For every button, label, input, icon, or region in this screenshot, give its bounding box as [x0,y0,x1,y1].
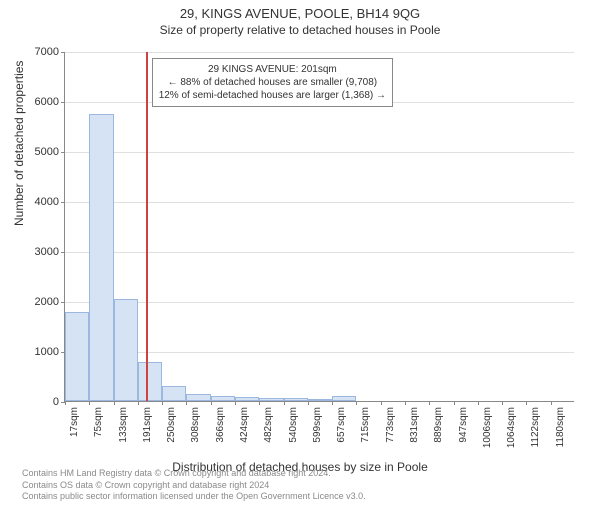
gridline [65,352,574,353]
gridline [65,252,574,253]
ytick-mark [61,302,65,303]
xtick-label: 75sqm [93,407,104,437]
footer-line: Contains public sector information licen… [22,491,366,502]
annotation-line: 29 KINGS AVENUE: 201sqm [159,63,386,76]
xtick-label: 366sqm [215,407,226,443]
gridline [65,52,574,53]
ytick-mark [61,102,65,103]
xtick-label: 308sqm [190,407,201,443]
chart-container: 29, KINGS AVENUE, POOLE, BH14 9QG Size o… [0,6,600,506]
xtick-label: 482sqm [263,407,274,443]
xtick-mark [162,401,163,405]
histogram-bar [65,312,89,401]
xtick-mark [65,401,66,405]
gridline [65,152,574,153]
histogram-bar [89,114,113,402]
ytick-label: 3000 [35,246,59,258]
histogram-bar [211,396,235,401]
chart-title-sub: Size of property relative to detached ho… [0,23,600,37]
y-axis-label: Number of detached properties [12,61,26,226]
xtick-label: 250sqm [166,407,177,443]
xtick-label: 715sqm [360,407,371,443]
histogram-bar [308,399,332,402]
ytick-mark [61,152,65,153]
xtick-label: 1006sqm [482,407,493,448]
histogram-bar [186,394,210,401]
ytick-label: 1000 [35,346,59,358]
xtick-label: 773sqm [385,407,396,443]
xtick-mark [332,401,333,405]
ytick-label: 0 [53,396,59,408]
ytick-mark [61,202,65,203]
xtick-mark [381,401,382,405]
ytick-mark [61,52,65,53]
chart-title-main: 29, KINGS AVENUE, POOLE, BH14 9QG [0,6,600,21]
xtick-label: 191sqm [142,407,153,443]
xtick-label: 1122sqm [530,407,541,447]
ytick-label: 4000 [35,196,59,208]
xtick-mark [478,401,479,405]
xtick-label: 133sqm [118,407,129,443]
xtick-label: 1064sqm [506,407,517,448]
xtick-mark [235,401,236,405]
gridline [65,202,574,203]
xtick-mark [259,401,260,405]
footer-line: Contains OS data © Crown copyright and d… [22,480,366,491]
ytick-label: 5000 [35,146,59,158]
footer-attribution: Contains HM Land Registry data © Crown c… [22,468,366,502]
ytick-label: 6000 [35,96,59,108]
histogram-bar [114,299,138,402]
xtick-label: 599sqm [312,407,323,443]
histogram-bar [259,398,283,402]
xtick-label: 657sqm [336,407,347,443]
xtick-label: 831sqm [409,407,420,443]
xtick-mark [284,401,285,405]
histogram-bar [235,397,259,401]
xtick-label: 1180sqm [555,407,566,447]
footer-line: Contains HM Land Registry data © Crown c… [22,468,366,479]
xtick-label: 17sqm [69,407,80,437]
xtick-mark [211,401,212,405]
chart-area: 0100020003000400050006000700017sqm75sqm1… [64,52,574,402]
xtick-mark [89,401,90,405]
histogram-bar [162,386,186,402]
xtick-label: 424sqm [239,407,250,443]
xtick-mark [526,401,527,405]
xtick-mark [502,401,503,405]
xtick-mark [138,401,139,405]
xtick-mark [356,401,357,405]
ytick-label: 7000 [35,46,59,58]
ytick-mark [61,252,65,253]
xtick-label: 947sqm [458,407,469,443]
annotation-line: ← 88% of detached houses are smaller (9,… [159,76,386,89]
histogram-bar [138,362,162,402]
xtick-mark [308,401,309,405]
xtick-mark [551,401,552,405]
annotation-line: 12% of semi-detached houses are larger (… [159,89,386,102]
plot-area: 0100020003000400050006000700017sqm75sqm1… [64,52,574,402]
xtick-mark [429,401,430,405]
xtick-mark [405,401,406,405]
xtick-label: 540sqm [288,407,299,443]
ytick-label: 2000 [35,296,59,308]
xtick-mark [186,401,187,405]
histogram-bar [284,398,308,401]
annotation-box: 29 KINGS AVENUE: 201sqm← 88% of detached… [152,58,393,107]
xtick-mark [114,401,115,405]
xtick-mark [454,401,455,405]
xtick-label: 889sqm [433,407,444,443]
gridline [65,302,574,303]
reference-line [146,52,148,401]
histogram-bar [332,396,356,401]
